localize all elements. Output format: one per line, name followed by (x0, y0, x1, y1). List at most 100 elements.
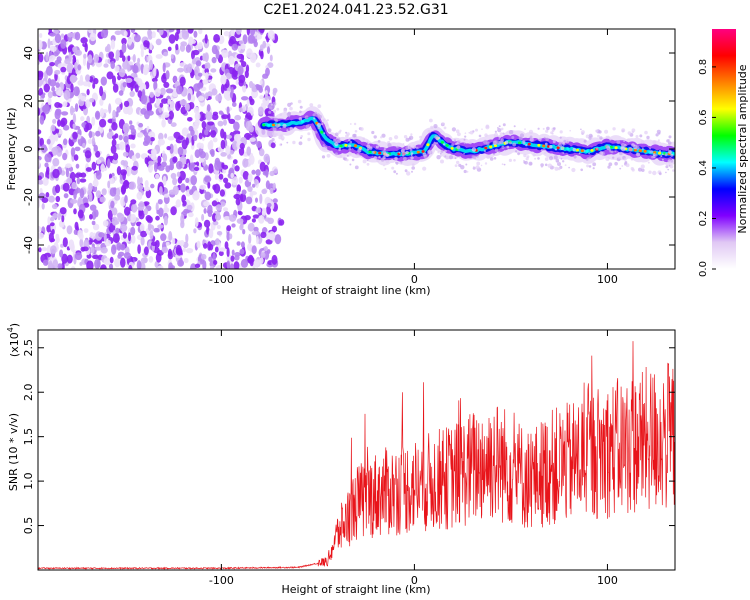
noise-blob (49, 62, 55, 67)
ridge-speckle (667, 159, 672, 164)
noise-blob (232, 140, 238, 150)
colorbar-label: Normalized spectral amplitude (736, 64, 749, 233)
noise-blob (61, 215, 65, 223)
noise-blob (265, 108, 270, 117)
ridge-speckle (513, 125, 516, 128)
noise-blob (185, 44, 191, 53)
ridge-speckle (366, 162, 370, 166)
noise-blob (226, 247, 230, 258)
ridge-speckle (500, 127, 504, 131)
noise-blob (120, 184, 126, 195)
ridge-speckle (314, 111, 318, 115)
ridge-speckle (513, 159, 516, 162)
noise-blob (216, 224, 221, 230)
ridge-speckle (436, 155, 441, 160)
ridge-speckle (661, 158, 664, 161)
ridge-speckle (444, 149, 447, 153)
ridge-speckle (429, 131, 432, 134)
ridge-speckle (433, 142, 437, 145)
ridge-speckle (385, 159, 389, 164)
noise-blob (118, 68, 126, 78)
noise-blob (261, 209, 267, 216)
ridge-speckle (631, 143, 635, 147)
ridge-speckle (454, 157, 457, 160)
noise-blob (251, 230, 260, 236)
ridge-speckle (473, 166, 475, 168)
noise-blob (62, 237, 68, 248)
ridge-speckle (588, 152, 591, 155)
noise-blob (38, 107, 41, 116)
ridge-speckle (433, 124, 438, 129)
spectrogram-axes: -100 0 100 -40 -20 0 20 40 (22, 29, 675, 286)
ridge-speckle (631, 168, 635, 172)
noise-blob (138, 122, 144, 128)
noise-blob (264, 217, 271, 222)
noise-blob (151, 31, 156, 39)
noise-blob (132, 54, 136, 63)
noise-blob (244, 215, 251, 221)
noise-blob (39, 33, 43, 38)
ridge-speckle (286, 129, 289, 132)
ridge-core (614, 146, 618, 150)
ridge-speckle (621, 165, 624, 167)
ridge-speckle (298, 141, 303, 146)
noise-blob (57, 263, 63, 269)
noise-blob (140, 108, 147, 115)
ridge-speckle (670, 159, 674, 163)
noise-blob (50, 216, 55, 222)
ridge-speckle (336, 139, 341, 144)
ridge-speckle (595, 152, 598, 155)
ridge-speckle (283, 109, 287, 113)
ridge-speckle (362, 137, 366, 140)
noise-blob (148, 49, 153, 54)
ridge-speckle (394, 156, 398, 161)
noise-blob (222, 164, 229, 170)
noise-blob (52, 168, 60, 179)
noise-blob (85, 167, 92, 172)
ridge-speckle (648, 170, 652, 174)
ridge-speckle (469, 130, 474, 135)
ridge-speckle (498, 150, 501, 154)
noise-blob (58, 103, 63, 108)
noise-blob (155, 54, 163, 59)
noise-blob (90, 246, 95, 254)
spectrogram-xtick-label: -100 (209, 273, 234, 286)
noise-blob (124, 195, 128, 204)
ridge-speckle (440, 159, 444, 164)
noise-blob (41, 247, 48, 252)
ridge-speckle (573, 155, 577, 159)
noise-blob (107, 209, 113, 220)
signal-ridge (254, 99, 675, 176)
noise-blob (242, 229, 246, 235)
ridge-speckle (612, 156, 615, 159)
noise-blob (168, 34, 176, 44)
noise-blob (47, 216, 51, 226)
colorbar: 0.0 0.2 0.4 0.6 0.8 Normalized spectral ampl… (698, 29, 749, 277)
noise-blob (185, 248, 194, 254)
snr-line (38, 341, 675, 570)
noise-blob (78, 233, 84, 240)
noise-blob (110, 60, 115, 70)
noise-blob (223, 131, 227, 140)
noise-blob (230, 29, 235, 37)
noise-blob (115, 227, 120, 234)
ridge-speckle (405, 150, 409, 155)
ridge-speckle (439, 152, 442, 155)
noise-blob (230, 86, 234, 96)
noise-blob (200, 253, 207, 260)
ridge-speckle (393, 170, 397, 174)
noise-blob (255, 197, 258, 203)
noise-blob (153, 80, 158, 91)
noise-blob (165, 70, 170, 80)
ridge-speckle (543, 151, 547, 155)
noise-blob (82, 142, 86, 149)
noise-blob (260, 252, 266, 258)
noise-blob (63, 193, 69, 199)
noise-blob (115, 187, 121, 197)
noise-blob (79, 188, 85, 199)
ridge-speckle (457, 145, 460, 149)
ridge-speckle (339, 154, 343, 158)
spectrogram-ylabel: Frequency (Hz) (5, 108, 18, 191)
ridge-speckle (569, 129, 571, 132)
ridge-speckle (497, 127, 499, 129)
